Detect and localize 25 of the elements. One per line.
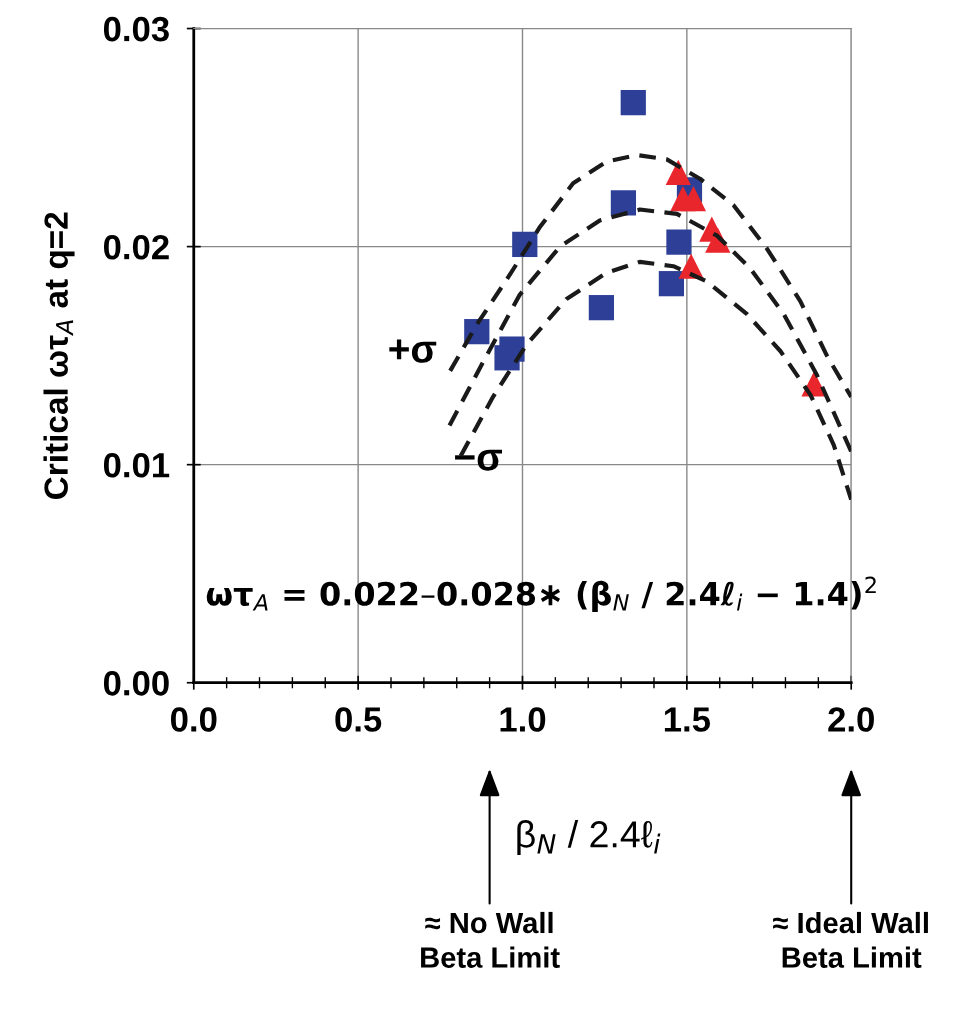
point [680, 186, 707, 212]
point [588, 295, 614, 321]
x-tick-label: 0.0 [171, 707, 217, 732]
x-tick-label: 2.0 [828, 707, 874, 732]
point [665, 159, 691, 186]
annotation: ωτ$_{A}$ = 0.022–0.028∗ (β$_{N}$ / 2.4ℓ$_{i}$ − 1.4)$^{2}$ [206, 576, 876, 612]
y-tick-label: 0.03 [103, 16, 169, 42]
line-series [448, 152, 852, 400]
x-tick-label: 1.5 [664, 707, 711, 732]
y-tick-label: 0.02 [103, 234, 169, 260]
y-tick-label: 0.01 [103, 453, 170, 478]
x-tick-label: 0.5 [335, 707, 382, 732]
point [620, 90, 646, 116]
point [658, 271, 685, 297]
point [610, 190, 637, 216]
annotation: +σ [389, 339, 437, 363]
y-axis-title: Critical ωτ$_{A}$ at q=2 [43, 212, 75, 499]
point [666, 229, 692, 255]
text: ≈ No Wall Beta Limit [421, 911, 560, 968]
point [494, 345, 520, 371]
annotation: −σ [455, 449, 502, 471]
x-axis-title: β$_{N}$ / 2.4ℓ$_{i}$ [517, 820, 661, 856]
text: ≈ Ideal Wall Beta Limit [773, 911, 928, 968]
y-tick-label: 0.00 [103, 671, 169, 696]
x-tick-label: 1.0 [500, 707, 546, 732]
